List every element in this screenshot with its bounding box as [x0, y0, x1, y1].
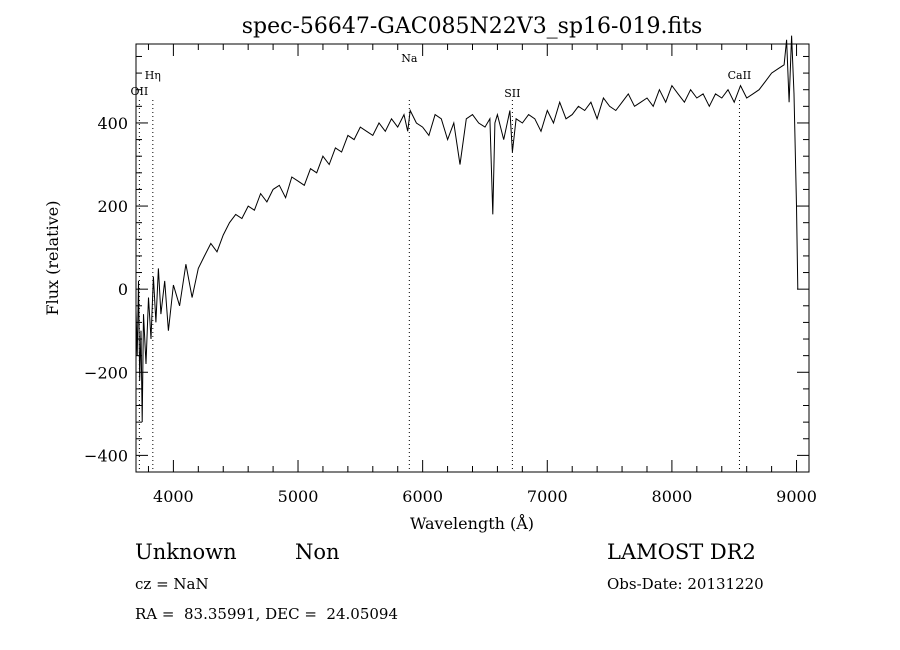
y-tick-label: −400	[84, 446, 128, 465]
y-tick-label: 0	[118, 280, 128, 299]
x-tick-label: 8000	[652, 487, 693, 506]
spectrum-line	[135, 35, 799, 423]
y-axis-label: Flux (relative)	[43, 201, 62, 316]
redshift-text: cz = NaN	[135, 575, 209, 593]
y-tick-label: 400	[97, 114, 128, 133]
coordinates-text: RA = 83.35991, DEC = 24.05094	[135, 605, 399, 623]
chart-title: spec-56647-GAC085N22V3_sp16-019.fits	[242, 14, 703, 39]
x-tick-label: 9000	[776, 487, 817, 506]
spectrum-series	[135, 35, 799, 423]
y-tick-label: −200	[84, 363, 128, 382]
x-tick-label: 4000	[153, 487, 194, 506]
plot-frame	[135, 43, 810, 473]
emission-line-label: SII	[504, 87, 520, 100]
class-label: Unknown	[135, 540, 237, 564]
x-axis-label: Wavelength (Å)	[410, 513, 534, 533]
emission-line-label: Na	[401, 52, 418, 65]
x-tick-label: 5000	[278, 487, 319, 506]
emission-line-markers: OII Hη Na SII CaII	[131, 52, 752, 472]
subclass-label: Non	[295, 540, 340, 564]
axis-ticks: 4000 5000 6000 7000 8000 9000 −400 −200 0 200 400	[84, 44, 817, 506]
emission-line-label: CaII	[728, 69, 752, 82]
emission-line-label: OII	[131, 85, 149, 98]
y-tick-label: 200	[97, 197, 128, 216]
x-tick-label: 6000	[402, 487, 443, 506]
emission-line-label: Hη	[145, 69, 161, 82]
x-tick-label: 7000	[527, 487, 568, 506]
survey-label: LAMOST DR2	[607, 540, 756, 564]
obs-date-text: Obs-Date: 20131220	[607, 575, 764, 593]
